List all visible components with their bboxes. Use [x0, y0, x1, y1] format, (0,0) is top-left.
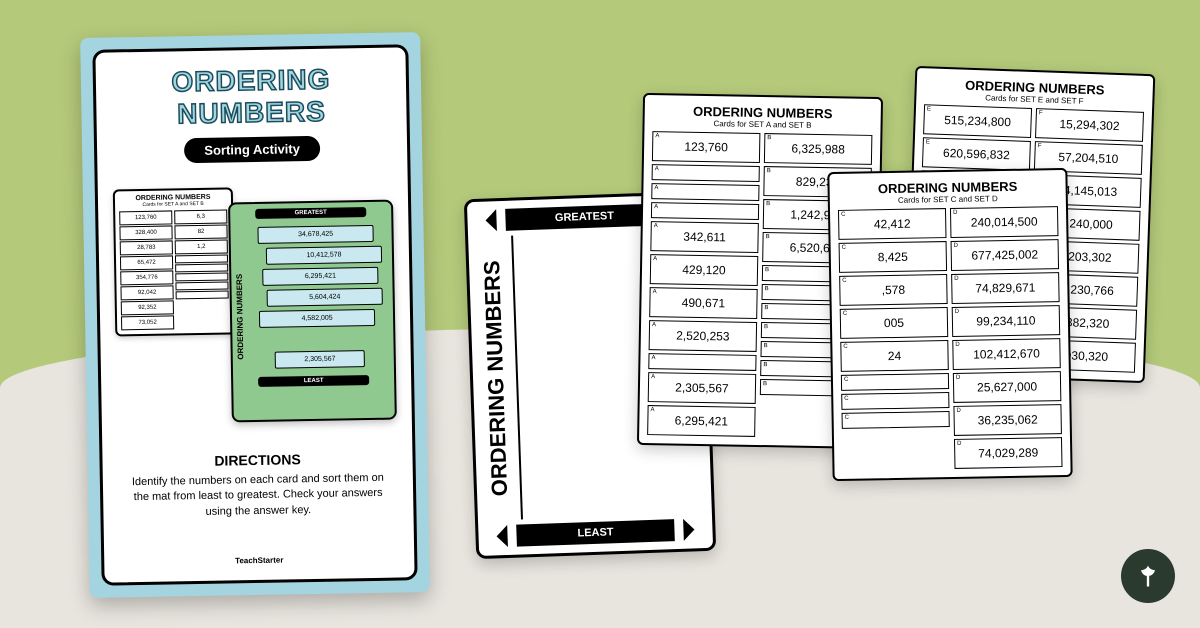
number-cell: B6,325,988 — [764, 133, 873, 165]
number-cell: A342,611 — [650, 221, 759, 253]
number-cell: D102,412,670 — [952, 338, 1061, 370]
sorted-number: 6,295,421 — [262, 267, 378, 286]
number-cell: 82 — [174, 224, 227, 239]
number-cell: C005 — [840, 307, 949, 339]
sorted-number: 4,582,005 — [259, 309, 375, 328]
number-cell: 92,352 — [121, 300, 174, 315]
number-cell: A490,671 — [649, 287, 758, 319]
sprout-icon — [1134, 562, 1162, 590]
number-cell — [175, 281, 228, 290]
number-cell: 28,783 — [120, 240, 173, 255]
sorted-number: 2,305,567 — [275, 350, 366, 369]
number-cell: A — [648, 353, 756, 371]
number-cell: C42,412 — [838, 208, 947, 240]
preview-area: ORDERING NUMBERS Cards for SET A and SET… — [108, 174, 402, 439]
number-cell: D99,234,110 — [952, 305, 1061, 337]
number-cell — [175, 254, 228, 263]
number-cell: A — [652, 164, 760, 182]
directions-text: Identify the numbers on each card and so… — [123, 471, 394, 522]
brand-label: TeachStarter — [114, 548, 404, 572]
number-cell: C — [841, 373, 949, 391]
least-banner: LEAST — [516, 519, 675, 547]
number-cell: A429,120 — [650, 254, 759, 286]
number-cell: 92,042 — [120, 285, 173, 300]
number-cell: A6,295,421 — [647, 405, 756, 437]
mini-cards-preview: ORDERING NUMBERS Cards for SET A and SET… — [113, 187, 236, 336]
number-cell: 354,776 — [120, 270, 173, 285]
mini-mat-preview: GREATEST ORDERING NUMBERS 34,678,42510,4… — [228, 200, 397, 423]
number-cell — [176, 290, 229, 299]
number-cell: 65,472 — [120, 255, 173, 270]
number-cell: 1,2 — [175, 239, 228, 254]
number-cell: D240,014,500 — [950, 206, 1059, 238]
number-cell: A — [651, 202, 759, 220]
directions-heading: DIRECTIONS — [112, 449, 402, 470]
number-cell: C24 — [840, 340, 949, 372]
instruction-card: ORDERING NUMBERS Sorting Activity ORDERI… — [80, 32, 430, 598]
number-cell: A2,305,567 — [648, 372, 757, 404]
cards-sheet-cd: ORDERING NUMBERS Cards for SET C and SET… — [827, 168, 1072, 481]
number-cell: A123,760 — [652, 131, 761, 163]
number-cell: D74,829,671 — [951, 272, 1060, 304]
sorted-number: 10,412,578 — [266, 246, 382, 265]
number-cell: 6,3 — [174, 209, 227, 224]
number-cell — [175, 263, 228, 272]
number-cell: A — [651, 183, 759, 201]
number-cell: F15,294,302 — [1035, 108, 1144, 142]
number-cell: 73,052 — [121, 315, 174, 330]
number-cell: C,578 — [839, 274, 948, 306]
number-cell: D677,425,002 — [951, 239, 1060, 271]
number-cell: 123,760 — [119, 210, 172, 225]
number-cell: A2,520,253 — [649, 320, 758, 352]
number-cell: C — [842, 411, 950, 429]
number-cell: C8,425 — [839, 241, 948, 273]
number-cell: 328,400 — [119, 225, 172, 240]
main-title: ORDERING NUMBERS — [106, 63, 397, 132]
number-cell — [175, 272, 228, 281]
mat-side-label: ORDERING NUMBERS — [476, 236, 516, 521]
number-cell: D36,235,062 — [953, 404, 1062, 436]
number-cell: E620,596,832 — [922, 137, 1031, 171]
subtitle-pill: Sorting Activity — [184, 136, 320, 163]
number-cell: D74,029,289 — [954, 437, 1063, 469]
instruction-inner: ORDERING NUMBERS Sorting Activity ORDERI… — [92, 44, 417, 585]
number-cell: E515,234,800 — [923, 104, 1032, 138]
sorted-number: 34,678,425 — [257, 225, 373, 244]
number-cell: C — [841, 392, 949, 410]
sorted-number: 5,604,424 — [267, 288, 383, 307]
teachstarter-badge — [1121, 549, 1175, 603]
number-cell: D25,627,000 — [953, 371, 1062, 403]
